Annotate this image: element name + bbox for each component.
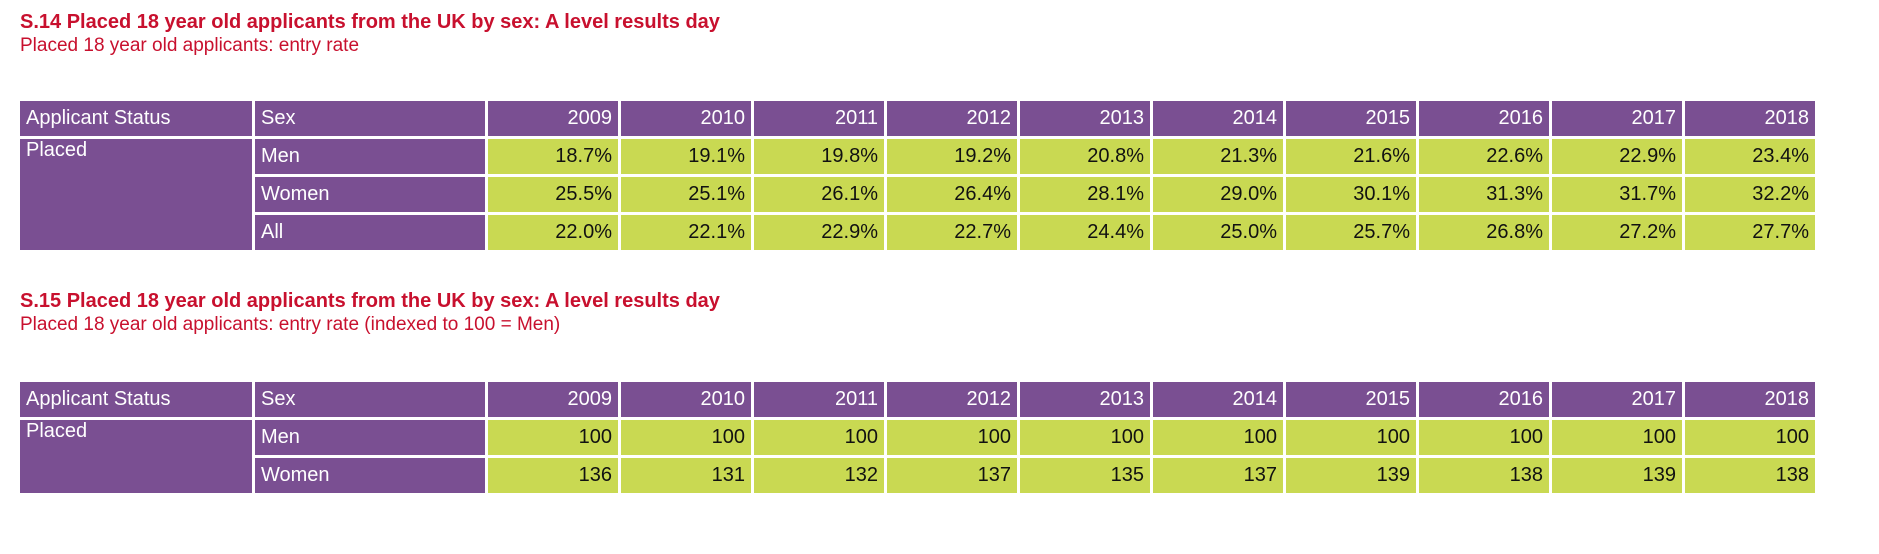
value-cell: 29.0% bbox=[1153, 177, 1283, 212]
value-cell: 22.1% bbox=[621, 215, 751, 250]
value-cell: 27.2% bbox=[1552, 215, 1682, 250]
header-row: Applicant Status Sex 2009 2010 2011 2012… bbox=[20, 101, 1815, 136]
value-cell: 139 bbox=[1552, 458, 1682, 493]
value-cell: 25.5% bbox=[488, 177, 618, 212]
value-cell: 100 bbox=[887, 420, 1017, 455]
value-cell: 138 bbox=[1419, 458, 1549, 493]
table-section-s14: S.14 Placed 18 year old applicants from … bbox=[20, 10, 1818, 253]
column-header: 2010 bbox=[621, 101, 751, 136]
column-header: 2013 bbox=[1020, 101, 1150, 136]
value-cell: 21.6% bbox=[1286, 139, 1416, 174]
value-cell: 26.4% bbox=[887, 177, 1017, 212]
column-header: 2016 bbox=[1419, 382, 1549, 417]
value-cell: 100 bbox=[488, 420, 618, 455]
sex-cell: All bbox=[255, 215, 485, 250]
column-header: 2015 bbox=[1286, 101, 1416, 136]
value-cell: 135 bbox=[1020, 458, 1150, 493]
value-cell: 138 bbox=[1685, 458, 1815, 493]
sex-cell: Men bbox=[255, 139, 485, 174]
column-header: 2009 bbox=[488, 382, 618, 417]
table-section-s15: S.15 Placed 18 year old applicants from … bbox=[20, 289, 1818, 496]
column-header: Applicant Status bbox=[20, 101, 252, 136]
value-cell: 31.3% bbox=[1419, 177, 1549, 212]
sex-cell: Men bbox=[255, 420, 485, 455]
value-cell: 132 bbox=[754, 458, 884, 493]
value-cell: 28.1% bbox=[1020, 177, 1150, 212]
applicant-status-cell: Placed bbox=[20, 139, 252, 250]
column-header: 2013 bbox=[1020, 382, 1150, 417]
value-cell: 19.1% bbox=[621, 139, 751, 174]
value-cell: 100 bbox=[1552, 420, 1682, 455]
column-header: 2009 bbox=[488, 101, 618, 136]
column-header: 2011 bbox=[754, 101, 884, 136]
column-header: 2017 bbox=[1552, 382, 1682, 417]
value-cell: 19.2% bbox=[887, 139, 1017, 174]
value-cell: 22.7% bbox=[887, 215, 1017, 250]
value-cell: 26.1% bbox=[754, 177, 884, 212]
applicant-status-cell: Placed bbox=[20, 420, 252, 493]
value-cell: 24.4% bbox=[1020, 215, 1150, 250]
value-cell: 25.1% bbox=[621, 177, 751, 212]
value-cell: 100 bbox=[754, 420, 884, 455]
entry-rate-table: Applicant Status Sex 2009 2010 2011 2012… bbox=[17, 98, 1818, 253]
indexed-entry-rate-table: Applicant Status Sex 2009 2010 2011 2012… bbox=[17, 379, 1818, 496]
value-cell: 22.0% bbox=[488, 215, 618, 250]
column-header: 2014 bbox=[1153, 101, 1283, 136]
table-row: Women 136 131 132 137 135 137 139 138 13… bbox=[20, 458, 1815, 493]
value-cell: 25.7% bbox=[1286, 215, 1416, 250]
column-header: 2010 bbox=[621, 382, 751, 417]
value-cell: 100 bbox=[1685, 420, 1815, 455]
value-cell: 21.3% bbox=[1153, 139, 1283, 174]
value-cell: 100 bbox=[1020, 420, 1150, 455]
value-cell: 136 bbox=[488, 458, 618, 493]
value-cell: 26.8% bbox=[1419, 215, 1549, 250]
value-cell: 31.7% bbox=[1552, 177, 1682, 212]
value-cell: 22.6% bbox=[1419, 139, 1549, 174]
value-cell: 100 bbox=[1286, 420, 1416, 455]
column-header: Sex bbox=[255, 101, 485, 136]
column-header: 2011 bbox=[754, 382, 884, 417]
value-cell: 32.2% bbox=[1685, 177, 1815, 212]
column-header: 2014 bbox=[1153, 382, 1283, 417]
column-header: 2018 bbox=[1685, 382, 1815, 417]
column-header: Applicant Status bbox=[20, 382, 252, 417]
table-row: Placed Men 100 100 100 100 100 100 100 1… bbox=[20, 420, 1815, 493]
value-cell: 20.8% bbox=[1020, 139, 1150, 174]
value-cell: 137 bbox=[887, 458, 1017, 493]
value-cell: 19.8% bbox=[754, 139, 884, 174]
sex-cell: Women bbox=[255, 177, 485, 212]
column-header: Sex bbox=[255, 382, 485, 417]
column-header: 2016 bbox=[1419, 101, 1549, 136]
table-row: Placed Men 18.7% 19.1% 19.8% 19.2% 20.8%… bbox=[20, 139, 1815, 250]
table-row: All 22.0% 22.1% 22.9% 22.7% 24.4% 25.0% … bbox=[20, 215, 1815, 250]
column-header: 2015 bbox=[1286, 382, 1416, 417]
header-row: Applicant Status Sex 2009 2010 2011 2012… bbox=[20, 382, 1815, 417]
column-header: 2017 bbox=[1552, 101, 1682, 136]
value-cell: 137 bbox=[1153, 458, 1283, 493]
value-cell: 100 bbox=[621, 420, 751, 455]
table-title: S.15 Placed 18 year old applicants from … bbox=[20, 290, 720, 312]
value-cell: 23.4% bbox=[1685, 139, 1815, 174]
value-cell: 100 bbox=[1153, 420, 1283, 455]
column-header: 2012 bbox=[887, 101, 1017, 136]
value-cell: 100 bbox=[1419, 420, 1549, 455]
column-header: 2012 bbox=[887, 382, 1017, 417]
value-cell: 25.0% bbox=[1153, 215, 1283, 250]
table-subtitle: Placed 18 year old applicants: entry rat… bbox=[20, 35, 360, 56]
value-cell: 27.7% bbox=[1685, 215, 1815, 250]
table-row: Women 25.5% 25.1% 26.1% 26.4% 28.1% 29.0… bbox=[20, 177, 1815, 212]
sex-cell: Women bbox=[255, 458, 485, 493]
value-cell: 18.7% bbox=[488, 139, 618, 174]
value-cell: 22.9% bbox=[1552, 139, 1682, 174]
value-cell: 22.9% bbox=[754, 215, 884, 250]
value-cell: 30.1% bbox=[1286, 177, 1416, 212]
value-cell: 139 bbox=[1286, 458, 1416, 493]
table-subtitle: Placed 18 year old applicants: entry rat… bbox=[20, 314, 561, 335]
column-header: 2018 bbox=[1685, 101, 1815, 136]
value-cell: 131 bbox=[621, 458, 751, 493]
table-title: S.14 Placed 18 year old applicants from … bbox=[20, 11, 720, 33]
